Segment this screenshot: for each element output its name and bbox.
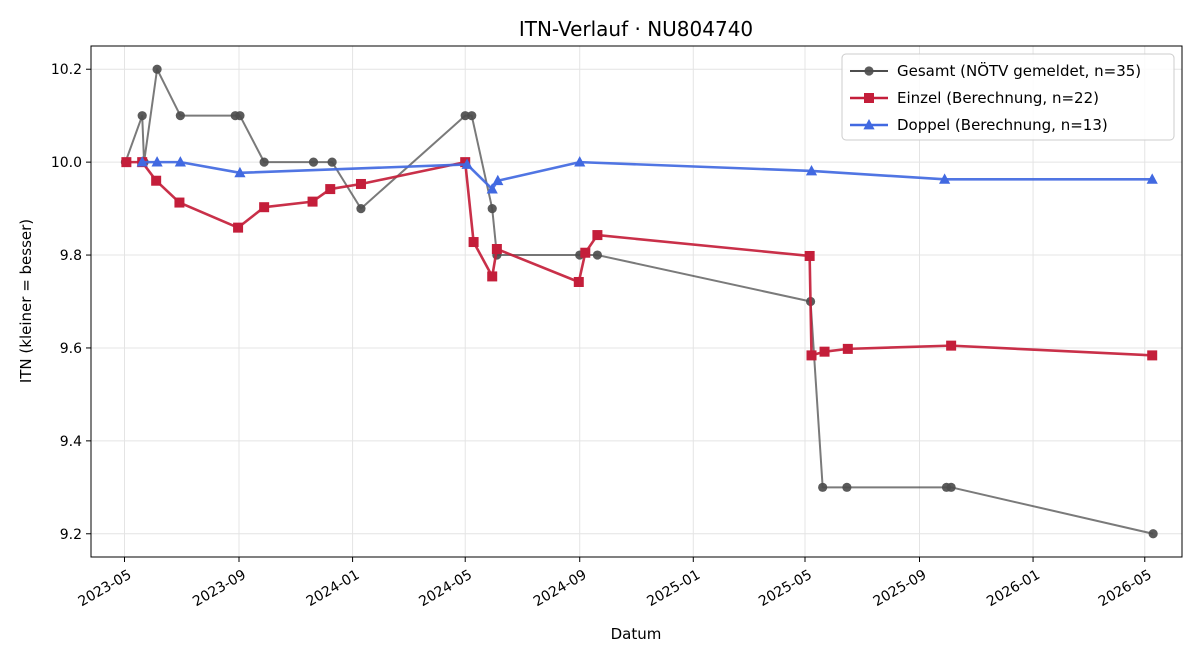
legend-entry: Doppel (Berechnung, n=13) <box>850 116 1108 134</box>
data-point <box>136 156 148 167</box>
data-point <box>467 111 477 121</box>
data-point <box>460 111 470 121</box>
data-point <box>592 250 603 260</box>
data-point <box>121 157 132 168</box>
data-point <box>259 202 270 213</box>
data-point <box>356 203 366 214</box>
data-point <box>806 350 817 361</box>
data-point <box>939 173 951 184</box>
legend-entry: Gesamt (NÖTV gemeldet, n=35) <box>850 61 1141 80</box>
x-axis-title: Datum <box>611 625 662 643</box>
data-point <box>468 237 479 248</box>
data-point <box>487 271 498 282</box>
data-point <box>574 156 586 167</box>
data-point <box>355 178 366 189</box>
data-point <box>152 64 162 74</box>
data-point <box>805 164 818 176</box>
data-point <box>946 340 957 351</box>
data-point <box>307 196 318 207</box>
series-line <box>126 160 1153 357</box>
y-tick-label: 9.2 <box>60 527 82 543</box>
data-point <box>592 230 603 241</box>
y-tick-label: 9.8 <box>60 248 82 264</box>
grid-lines <box>91 46 1182 557</box>
data-point <box>259 157 269 167</box>
data-point <box>151 156 163 167</box>
legend-marker <box>864 66 874 76</box>
data-point <box>487 203 497 214</box>
legend: Gesamt (NÖTV gemeldet, n=35) Einzel (Bere… <box>841 53 1175 141</box>
data-point <box>235 111 245 121</box>
data-point <box>233 222 244 233</box>
data-point <box>325 184 336 195</box>
data-point <box>818 482 828 492</box>
data-point <box>151 175 162 186</box>
data-point <box>491 244 502 255</box>
data-point <box>1146 173 1158 184</box>
data-point <box>842 343 853 354</box>
data-point <box>946 482 956 492</box>
y-tick-label: 10.0 <box>51 155 82 171</box>
legend-box <box>841 53 1175 141</box>
series-3 <box>136 156 1158 194</box>
legend-label: Gesamt (NÖTV gemeldet, n=35) <box>897 61 1141 80</box>
data-point <box>461 158 473 169</box>
plot-frame <box>90 45 1183 558</box>
data-point <box>234 166 246 178</box>
y-tick-label: 9.6 <box>60 341 82 357</box>
legend-label: Doppel (Berechnung, n=13) <box>897 116 1108 134</box>
plot-series <box>120 64 1158 539</box>
data-point <box>819 346 830 357</box>
data-point <box>842 482 852 492</box>
data-point <box>486 183 498 194</box>
data-point <box>492 174 504 186</box>
data-point <box>1148 529 1158 539</box>
y-tick-label: 10.2 <box>51 62 82 78</box>
data-point <box>137 111 147 121</box>
legend-marker <box>863 119 875 130</box>
legend-label: Einzel (Berechnung, n=22) <box>897 89 1099 107</box>
data-point <box>174 156 186 167</box>
chart-title: ITN-Verlauf · NU804740 <box>519 17 753 41</box>
data-point <box>573 276 584 287</box>
data-point <box>804 250 815 261</box>
data-point <box>174 197 185 208</box>
legend-entry: Einzel (Berechnung, n=22) <box>850 89 1099 107</box>
data-point <box>1147 350 1158 361</box>
data-point <box>308 157 319 167</box>
legend-marker <box>864 93 874 103</box>
y-tick-label: 9.4 <box>60 434 82 450</box>
data-point <box>580 247 591 258</box>
y-axis-title: ITN (kleiner = besser) <box>17 219 35 383</box>
data-point <box>175 111 185 121</box>
data-point <box>327 157 337 167</box>
